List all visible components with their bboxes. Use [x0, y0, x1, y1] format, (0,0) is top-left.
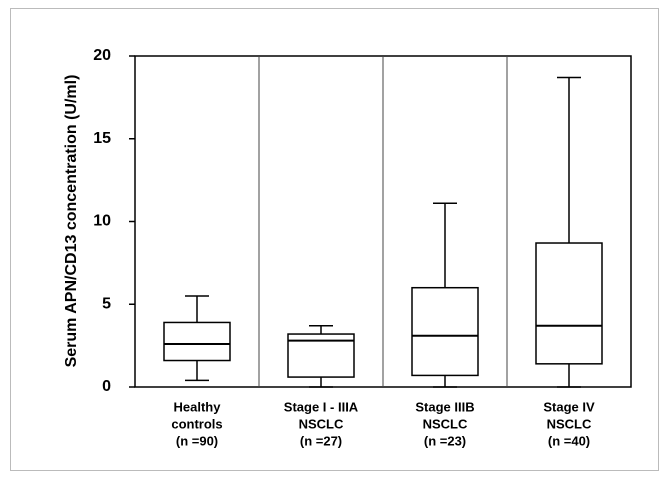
y-tick-label: 10 [93, 213, 111, 230]
x-tick-label: (n =90) [176, 433, 218, 448]
x-tick-label: Stage IIIB [415, 399, 474, 414]
x-tick-label: (n =27) [300, 433, 342, 448]
x-tick-label: NSCLC [423, 416, 468, 431]
x-tick-label: NSCLC [299, 416, 344, 431]
box [163, 321, 231, 362]
y-tick-label: 5 [102, 295, 111, 312]
x-tick-label: Healthy [174, 399, 222, 414]
box [411, 286, 479, 377]
y-tick-label: 20 [93, 47, 111, 64]
box [535, 242, 603, 365]
y-tick-label: 15 [93, 130, 111, 147]
x-tick-label: (n =40) [548, 433, 590, 448]
x-tick-label: NSCLC [547, 416, 592, 431]
x-tick-label: Stage I - IIIA [284, 399, 359, 414]
y-tick-label: 0 [102, 378, 111, 395]
x-tick-label: (n =23) [424, 433, 466, 448]
x-tick-label: controls [171, 416, 222, 431]
x-tick-label: Stage IV [543, 399, 595, 414]
y-axis-label: Serum APN/CD13 concentration (U/ml) [63, 75, 80, 368]
frame [10, 8, 659, 471]
